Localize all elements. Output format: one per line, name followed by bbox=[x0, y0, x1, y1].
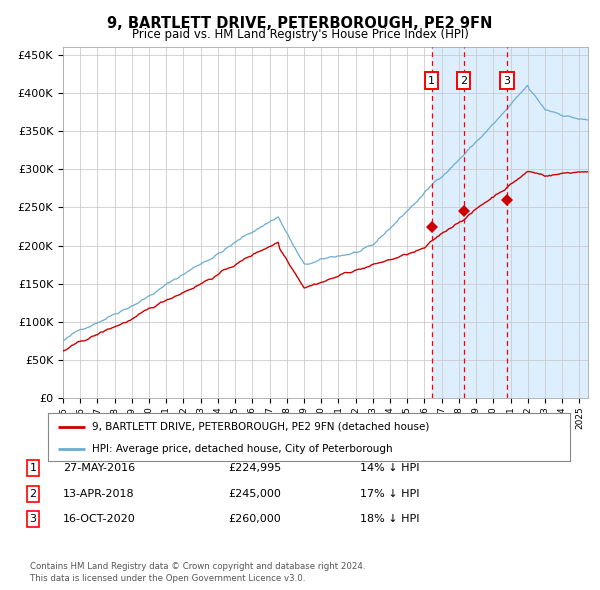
Text: Price paid vs. HM Land Registry's House Price Index (HPI): Price paid vs. HM Land Registry's House … bbox=[131, 28, 469, 41]
Text: 1: 1 bbox=[29, 463, 37, 473]
Text: £224,995: £224,995 bbox=[228, 463, 281, 473]
Text: 18% ↓ HPI: 18% ↓ HPI bbox=[360, 514, 419, 524]
Text: 3: 3 bbox=[503, 76, 511, 86]
Text: This data is licensed under the Open Government Licence v3.0.: This data is licensed under the Open Gov… bbox=[30, 574, 305, 583]
Text: 13-APR-2018: 13-APR-2018 bbox=[63, 489, 134, 499]
Text: HPI: Average price, detached house, City of Peterborough: HPI: Average price, detached house, City… bbox=[92, 444, 393, 454]
Text: 16-OCT-2020: 16-OCT-2020 bbox=[63, 514, 136, 524]
Text: 14% ↓ HPI: 14% ↓ HPI bbox=[360, 463, 419, 473]
Text: 9, BARTLETT DRIVE, PETERBOROUGH, PE2 9FN: 9, BARTLETT DRIVE, PETERBOROUGH, PE2 9FN bbox=[107, 16, 493, 31]
Text: 1: 1 bbox=[428, 76, 435, 86]
Text: £260,000: £260,000 bbox=[228, 514, 281, 524]
Text: 9, BARTLETT DRIVE, PETERBOROUGH, PE2 9FN (detached house): 9, BARTLETT DRIVE, PETERBOROUGH, PE2 9FN… bbox=[92, 421, 430, 431]
Bar bbox=[431, 47, 600, 398]
Text: 27-MAY-2016: 27-MAY-2016 bbox=[63, 463, 135, 473]
Text: 17% ↓ HPI: 17% ↓ HPI bbox=[360, 489, 419, 499]
Text: 2: 2 bbox=[29, 489, 37, 499]
Text: £245,000: £245,000 bbox=[228, 489, 281, 499]
Text: Contains HM Land Registry data © Crown copyright and database right 2024.: Contains HM Land Registry data © Crown c… bbox=[30, 562, 365, 571]
Text: 2: 2 bbox=[460, 76, 467, 86]
Text: 3: 3 bbox=[29, 514, 37, 524]
